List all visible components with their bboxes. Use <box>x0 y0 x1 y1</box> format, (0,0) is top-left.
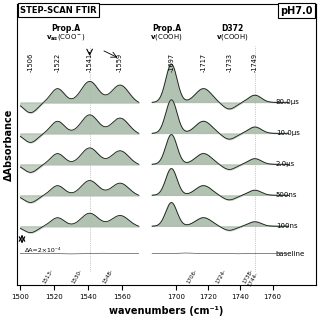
Text: 1548-: 1548- <box>101 268 114 284</box>
Text: -1522: -1522 <box>54 52 60 72</box>
Text: -1559: -1559 <box>117 52 123 72</box>
Text: 100ns: 100ns <box>276 223 297 229</box>
Text: -1506: -1506 <box>28 52 34 72</box>
Text: ΔA=2×10⁻⁴: ΔA=2×10⁻⁴ <box>25 248 62 253</box>
Text: 1513-: 1513- <box>42 268 55 284</box>
Text: 1738-
1744-: 1738- 1744- <box>242 268 260 287</box>
Text: 1530-: 1530- <box>71 268 83 284</box>
Text: 80.0μs: 80.0μs <box>276 100 300 106</box>
Text: pH7.0: pH7.0 <box>280 5 313 16</box>
Text: Prop.A: Prop.A <box>52 24 81 33</box>
Text: STEP-SCAN FTIR: STEP-SCAN FTIR <box>20 5 97 15</box>
Text: $\mathbf{v}$(COOH): $\mathbf{v}$(COOH) <box>150 32 183 43</box>
Text: 10.0μs: 10.0μs <box>276 131 300 136</box>
Text: D372: D372 <box>221 24 244 33</box>
Y-axis label: ΔAbsorbance: ΔAbsorbance <box>4 108 14 180</box>
Text: 2.0μs: 2.0μs <box>276 161 295 167</box>
Text: -1697: -1697 <box>168 52 174 72</box>
X-axis label: wavenumbers (cm⁻¹): wavenumbers (cm⁻¹) <box>109 306 224 316</box>
Text: Prop.A: Prop.A <box>152 24 181 33</box>
Text: baseline: baseline <box>276 251 305 257</box>
Text: $\mathbf{v}$(COOH): $\mathbf{v}$(COOH) <box>216 32 249 43</box>
Text: 500ns: 500ns <box>276 192 297 198</box>
Text: -1541: -1541 <box>87 52 92 72</box>
Text: $\mathbf{v_{as}}$(COO$^-$): $\mathbf{v_{as}}$(COO$^-$) <box>46 32 86 43</box>
Text: 1706-: 1706- <box>186 268 198 284</box>
Text: -1749: -1749 <box>252 52 258 72</box>
Text: -1717: -1717 <box>201 52 206 72</box>
Text: 1724-: 1724- <box>215 268 227 284</box>
Text: -1733: -1733 <box>226 52 232 72</box>
